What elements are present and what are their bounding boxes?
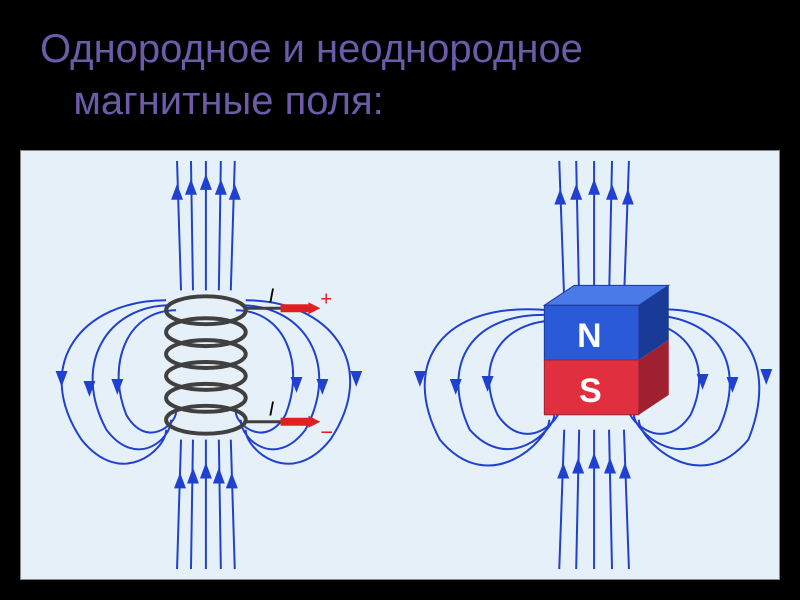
- physics-diagram: I + I −: [21, 151, 779, 579]
- magnet-group: N S: [420, 161, 766, 569]
- current-label-bottom: I: [269, 399, 275, 421]
- bar-magnet: N S: [544, 285, 668, 414]
- magnet-north-label: N: [577, 317, 601, 355]
- title-line-2: магнитные поля:: [73, 79, 383, 123]
- diagram-panel: I + I −: [20, 150, 780, 580]
- solenoid-field-right: [236, 300, 356, 463]
- slide-header: Однородное и неоднородное магнитные поля…: [0, 0, 800, 150]
- solenoid-field-left: [62, 300, 176, 463]
- current-label-top: I: [269, 285, 275, 307]
- solenoid-group: I + I −: [62, 161, 357, 569]
- terminal-minus: −: [320, 420, 333, 445]
- title-line-1: Однородное и неоднородное: [40, 27, 583, 71]
- magnet-field-left: [420, 309, 559, 465]
- solenoid-terminals: I + I −: [246, 285, 333, 444]
- slide-title: Однородное и неоднородное магнитные поля…: [40, 23, 583, 127]
- magnet-field-top: [559, 161, 629, 300]
- solenoid-coils: [166, 296, 246, 433]
- terminal-plus: +: [320, 288, 332, 310]
- magnet-field-bottom: [559, 430, 629, 569]
- magnet-south-label: S: [579, 372, 602, 410]
